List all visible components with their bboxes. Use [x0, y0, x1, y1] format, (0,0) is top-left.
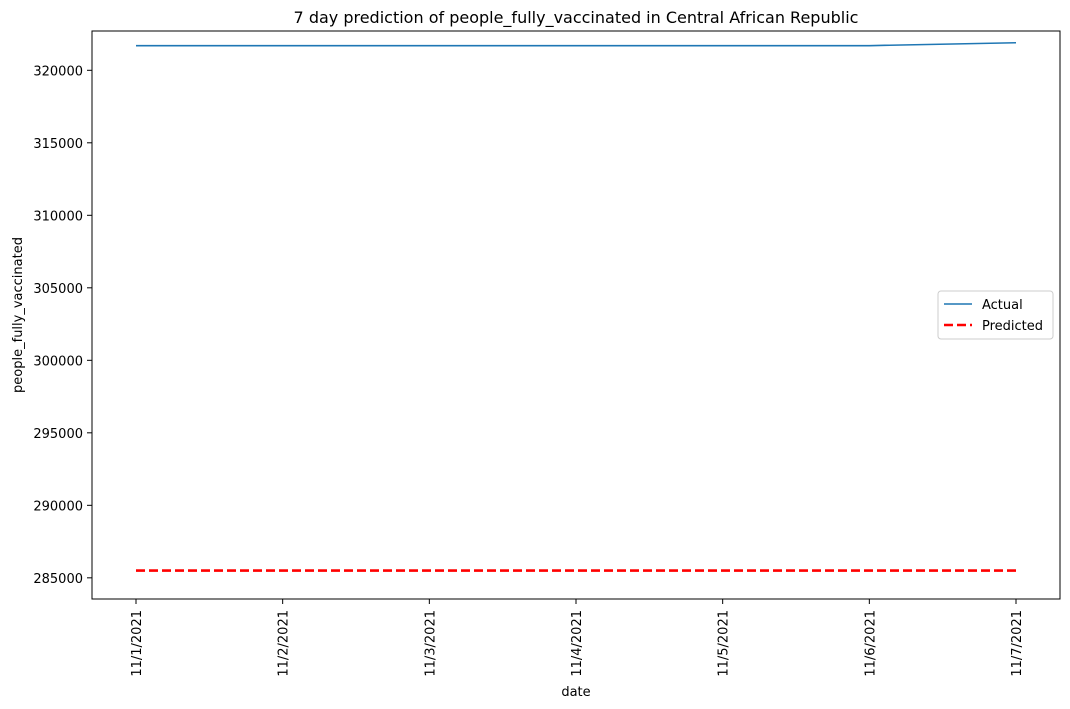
y-tick-label: 310000 — [33, 209, 83, 224]
legend-frame — [937, 290, 1054, 340]
x-tick-label: 11/2/2021 — [277, 610, 292, 677]
legend: Actual Predicted — [937, 290, 1054, 340]
y-tick-label: 315000 — [33, 137, 83, 152]
x-tick-label: 11/7/2021 — [1010, 610, 1025, 677]
x-tick-label: 11/4/2021 — [570, 610, 585, 677]
y-axis-title: people_fully_vaccinated — [11, 237, 26, 393]
x-tick-label: 11/5/2021 — [717, 610, 732, 677]
y-tick-label: 295000 — [33, 427, 83, 442]
y-tick-label: 320000 — [33, 64, 83, 79]
legend-label-predicted: Predicted — [982, 319, 1043, 334]
x-tick-label: 11/3/2021 — [423, 610, 438, 677]
y-tick-label: 300000 — [33, 354, 83, 369]
x-tick-label: 11/1/2021 — [130, 610, 145, 677]
plot-area — [135, 41, 1017, 572]
plot-frame — [91, 30, 1061, 600]
y-tick-label: 285000 — [33, 572, 83, 587]
chart-title: 7 day prediction of people_fully_vaccina… — [294, 8, 859, 28]
y-tick-label: 290000 — [33, 499, 83, 514]
y-axis: 285000 290000 295000 300000 305000 310000 3150… — [33, 64, 92, 587]
y-tick-label: 305000 — [33, 282, 83, 297]
x-tick-label: 11/6/2021 — [863, 610, 878, 677]
legend-label-actual: Actual — [982, 298, 1023, 313]
series-line-actual — [136, 41, 1017, 47]
x-axis: 11/1/2021 11/2/2021 11/3/2021 11/4/2021 11/5… — [130, 599, 1025, 677]
x-axis-title: date — [561, 685, 590, 700]
